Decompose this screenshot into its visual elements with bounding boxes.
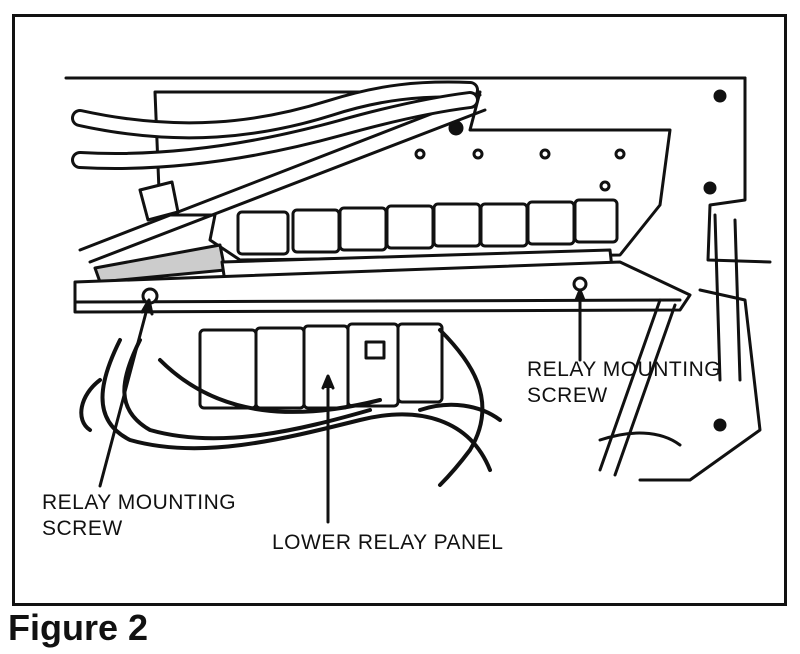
screw-right (572, 276, 588, 292)
callout-relay-mounting-screw-left: RELAY MOUNTING SCREW (42, 491, 237, 540)
figure-caption: Figure 2 (8, 607, 149, 648)
right-body-panel (706, 76, 772, 264)
lower-relay-block (198, 322, 444, 410)
bracket-holes (414, 89, 727, 195)
right-frame-rails (598, 213, 762, 482)
wiring-harness (79, 328, 502, 487)
callout-relay-mounting-screw-right: RELAY MOUNTING SCREW (527, 358, 722, 407)
harness-clip (138, 180, 180, 222)
upper-relay-row (236, 198, 619, 256)
leader-lines (98, 288, 586, 524)
slanted-brace (78, 93, 487, 264)
harness-conduit (71, 80, 479, 170)
callout-lower-relay-panel: LOWER RELAY PANEL (272, 531, 504, 554)
